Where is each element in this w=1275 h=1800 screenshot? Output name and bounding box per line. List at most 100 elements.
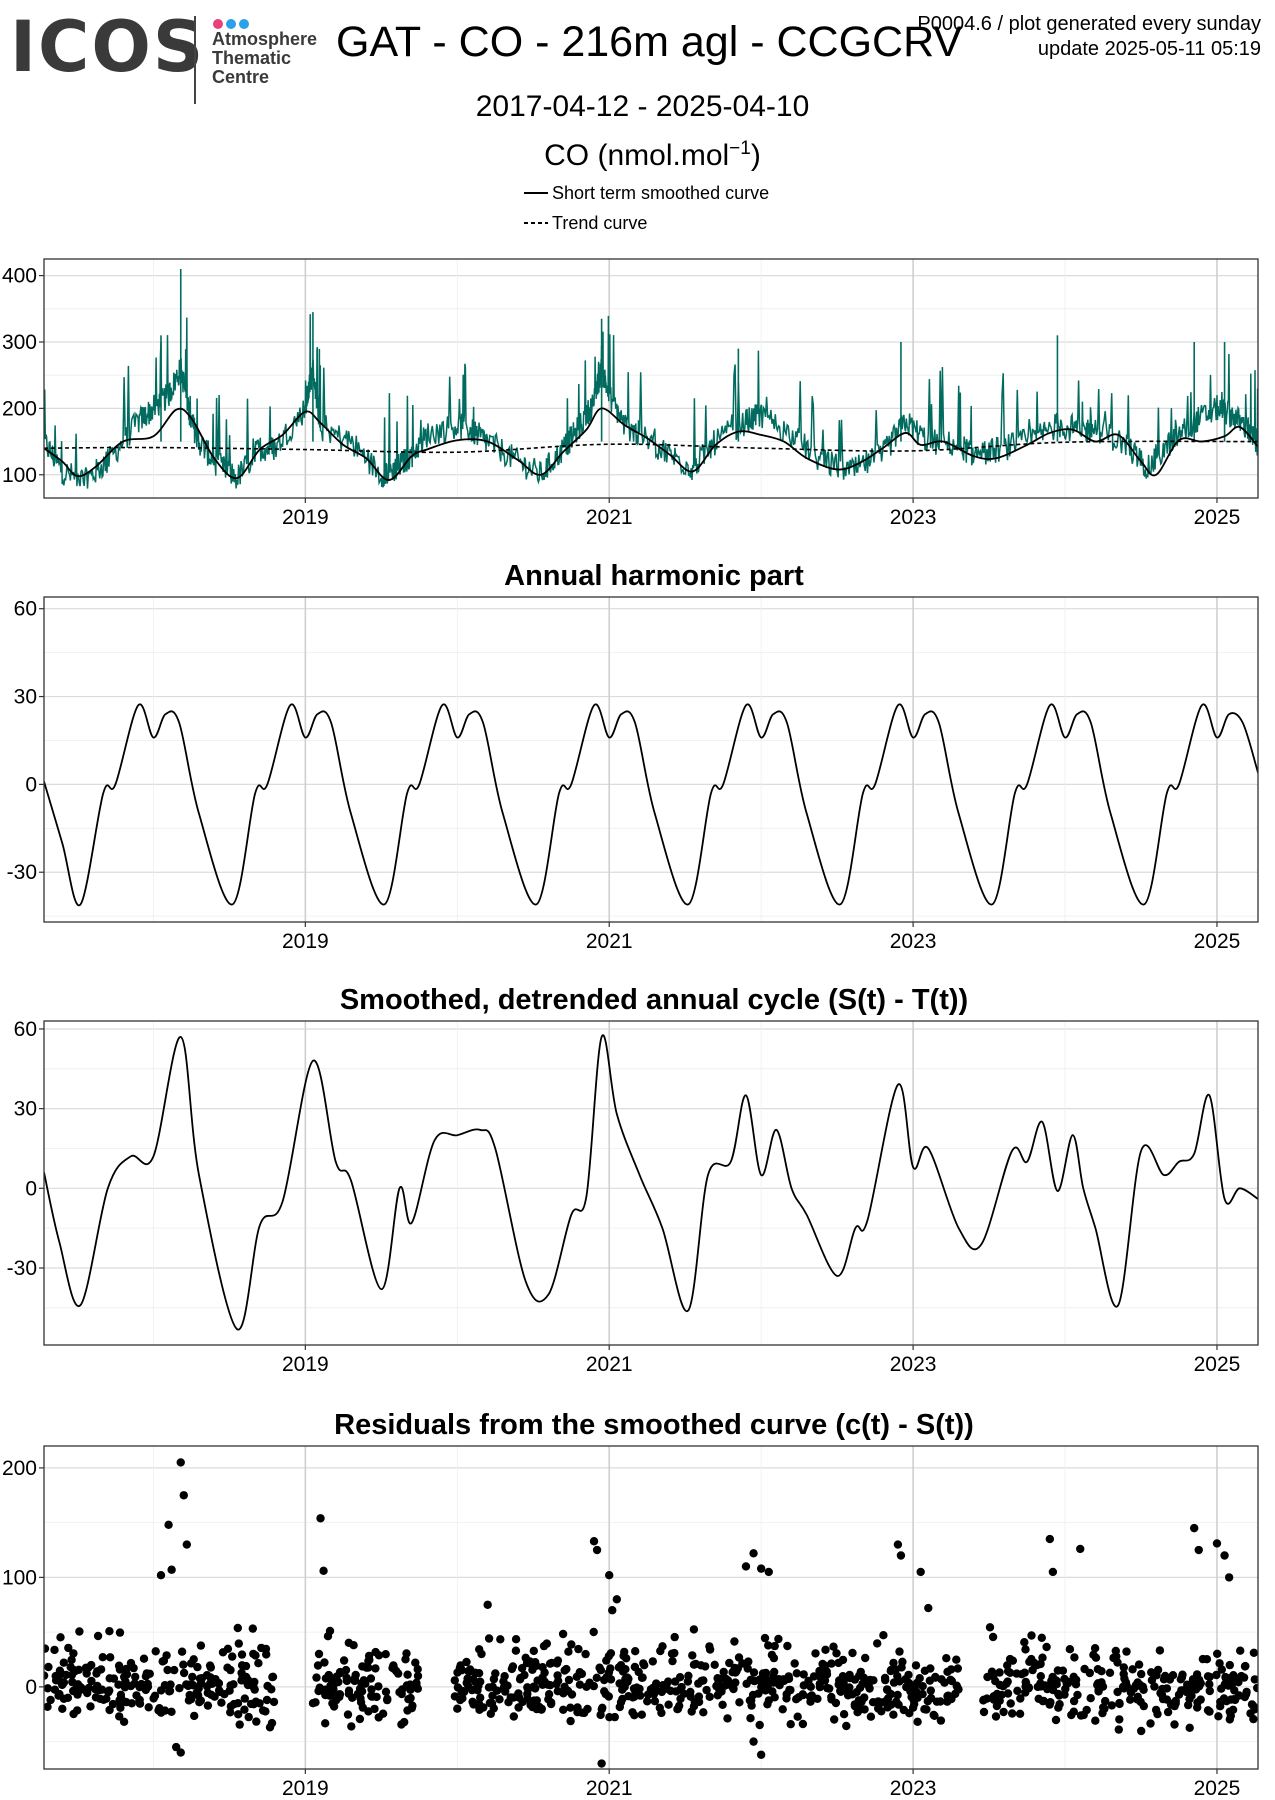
residual-point (370, 1704, 379, 1714)
residual-point (1063, 1679, 1073, 1688)
residual-point (1048, 1567, 1058, 1577)
legend-label: Trend curve (552, 212, 648, 233)
residual-point (719, 1667, 728, 1677)
residual-point (953, 1664, 962, 1673)
residual-point (1070, 1653, 1079, 1662)
residual-point (170, 1665, 179, 1675)
residual-point (667, 1649, 677, 1658)
residual-point (985, 1623, 995, 1632)
residual-point (511, 1646, 521, 1655)
residual-point (806, 1697, 815, 1706)
y-tick-label: -30 (7, 861, 37, 884)
residual-point (366, 1674, 376, 1683)
residual-point (261, 1644, 271, 1654)
residual-point (1194, 1545, 1203, 1555)
residual-point (732, 1667, 741, 1676)
residual-point (141, 1672, 151, 1681)
residual-point (845, 1670, 854, 1680)
residual-point (314, 1649, 324, 1659)
residual-point (233, 1623, 242, 1633)
residual-point (1036, 1672, 1046, 1681)
residual-point (951, 1689, 960, 1699)
residual-point (756, 1677, 766, 1686)
residual-point (605, 1713, 614, 1722)
y-tick-label: 30 (14, 686, 37, 709)
residual-point (1234, 1678, 1243, 1687)
residual-point (546, 1699, 556, 1709)
residual-point (1134, 1660, 1144, 1669)
residual-point (176, 1748, 185, 1757)
y-tick-label: 200 (2, 1457, 37, 1480)
residual-point (1112, 1652, 1121, 1661)
residual-point (686, 1687, 695, 1697)
residual-point (916, 1567, 925, 1577)
residual-point (809, 1672, 819, 1681)
y-tick-label: 100 (2, 464, 37, 487)
residual-point (69, 1709, 78, 1719)
residual-point (1213, 1649, 1222, 1659)
residual-point (792, 1669, 801, 1678)
residual-point (694, 1679, 703, 1688)
residual-point (58, 1704, 67, 1714)
residual-point (350, 1675, 360, 1684)
residual-point (492, 1686, 502, 1695)
residual-point (1224, 1681, 1233, 1690)
residual-point (237, 1650, 247, 1659)
residual-point (115, 1628, 125, 1637)
residual-point (1091, 1716, 1100, 1725)
chart-panel-2: Annual harmonic part -30 0 30 60 2019 2021 2023… (7, 560, 1259, 953)
y-tick-label: 30 (14, 1098, 37, 1121)
residual-point (1097, 1678, 1106, 1687)
logo-subtitle: Atmosphere Thematic Centre (212, 30, 317, 87)
residual-point (995, 1680, 1005, 1690)
residual-point (320, 1658, 329, 1667)
residual-point (1101, 1696, 1110, 1706)
residual-point (581, 1649, 590, 1659)
residual-point (1080, 1664, 1089, 1674)
residual-point (1076, 1544, 1085, 1554)
residual-point (624, 1674, 633, 1684)
residual-point (226, 1708, 235, 1717)
residual-point (589, 1627, 598, 1637)
residual-point (1051, 1715, 1061, 1725)
residual-point (381, 1687, 391, 1697)
residual-point (356, 1694, 365, 1703)
residual-point (1189, 1523, 1199, 1533)
residual-point (702, 1685, 711, 1695)
residual-point (893, 1690, 902, 1700)
residual-point (913, 1717, 922, 1727)
residual-point (639, 1659, 648, 1668)
plot-frame (43, 1445, 1259, 1770)
y-tick-label: 300 (2, 331, 37, 354)
residual-point (1225, 1660, 1235, 1670)
residual-point (940, 1678, 949, 1687)
logo-subtitle-line: Centre (212, 67, 270, 87)
residual-point (1185, 1694, 1194, 1704)
residual-point (992, 1701, 1002, 1711)
x-tick-label: 2019 (282, 1777, 329, 1800)
residual-point (1090, 1644, 1100, 1653)
residual-point (790, 1659, 799, 1668)
residual-point (746, 1714, 755, 1723)
residual-point (1067, 1710, 1076, 1720)
residual-point (1100, 1704, 1109, 1714)
residual-point (1091, 1653, 1101, 1662)
residual-point (670, 1632, 679, 1642)
residual-point (713, 1691, 722, 1700)
residual-point (687, 1707, 696, 1716)
residual-point (652, 1679, 661, 1688)
residual-point (683, 1677, 693, 1686)
residual-point (1203, 1672, 1213, 1681)
residual-point (637, 1673, 647, 1683)
residual-point (1182, 1688, 1192, 1697)
residual-point (1005, 1654, 1015, 1664)
residual-point (1137, 1682, 1147, 1691)
plot-area (44, 268, 1258, 489)
residual-point (1246, 1709, 1255, 1718)
residual-point (248, 1624, 257, 1633)
residual-point (188, 1672, 197, 1682)
residual-point (526, 1700, 535, 1710)
residual-point (195, 1674, 205, 1683)
residual-point (566, 1716, 575, 1726)
residual-point (747, 1701, 756, 1710)
